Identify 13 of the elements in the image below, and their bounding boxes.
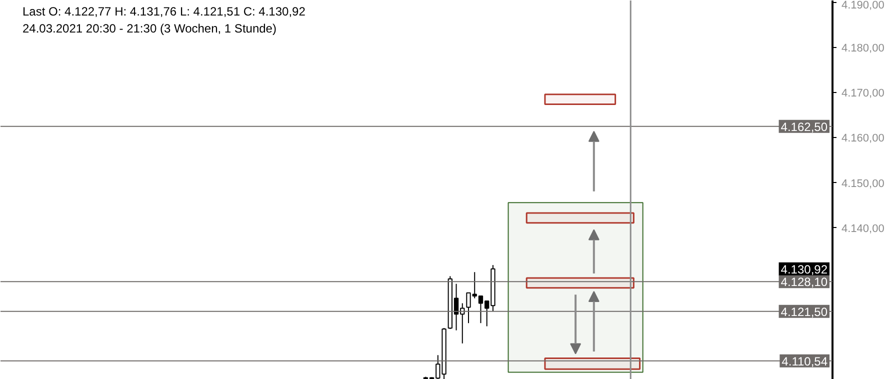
ref-line-label: 4.110,54 — [782, 354, 828, 368]
annotation: 4.130,92 — [780, 262, 828, 276]
y-tick-label: 4.190,00 — [842, 0, 884, 12]
ref-line-label: 4.128,10 — [780, 275, 828, 290]
ref-line-label: 4.162,50 — [780, 120, 828, 134]
y-tick-label: 4.150,00 — [842, 178, 884, 190]
y-tick-label: 4.140,00 — [842, 222, 884, 235]
chart-title: Last O: 4.122,77 H: 4.131,76 L: 4.121,51 C: 4.130,92 — [22, 4, 306, 18]
y-tick-label: 4.180,00 — [842, 42, 884, 54]
ref-line-label: 4.121,50 — [780, 304, 828, 319]
y-tick-label: 4.160,00 — [842, 132, 884, 145]
y-tick-label: 4.170,00 — [842, 88, 884, 100]
text: 24.03.2021 20:30 - 21:30 (3 Wochen, 1 Stunde) — [22, 22, 276, 36]
